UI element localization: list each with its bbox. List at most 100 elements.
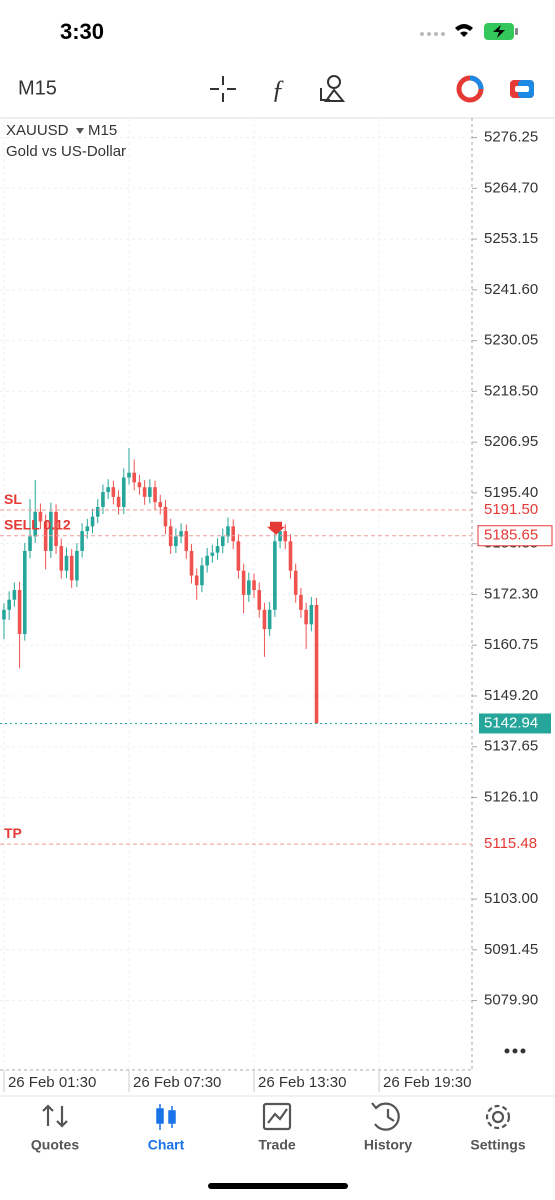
account-icon-part (469, 75, 484, 90)
candle-body (142, 487, 147, 497)
candle-body (111, 487, 116, 497)
candle-body (33, 511, 38, 537)
tab-label[interactable]: Settings (470, 1137, 525, 1153)
candle-body (179, 531, 183, 537)
y-tick-label: 5103.00 (484, 890, 538, 907)
order-price-box (478, 500, 552, 521)
candle-body (22, 550, 27, 634)
order-price-label: 5115.48 (484, 835, 537, 852)
order-label: SL (4, 491, 22, 507)
objects-icon[interactable] (320, 75, 346, 102)
y-tick-label: 5091.45 (484, 941, 538, 958)
candle-body (288, 541, 293, 571)
sell-marker (267, 521, 285, 535)
crosshair-icon[interactable] (210, 76, 236, 102)
y-tick-label: 5126.10 (484, 788, 538, 805)
candle-body (137, 482, 142, 488)
chart-icon (156, 1104, 176, 1130)
y-tick-label: 5149.20 (484, 687, 538, 704)
candle-body (200, 565, 204, 586)
grid: 26 Feb 01:30 26 Feb 07:30 26 Feb 13:30 26 F… (0, 118, 472, 1092)
tab-label[interactable]: Chart (148, 1137, 185, 1153)
tab-label[interactable]: Trade (258, 1137, 296, 1153)
tab-bar: Quotes Chart Trade History Settings (31, 1137, 526, 1153)
order-price-label: 5191.50 (484, 501, 538, 518)
candle-body (163, 506, 168, 527)
price-axis: 5276.25 5264.70 5253.15 5241.60 5230.05 5218.… (472, 129, 553, 1009)
candle-body (189, 550, 194, 576)
last-price-label: 5142.94 (484, 714, 538, 731)
candle-body (158, 502, 163, 507)
settings-icon (485, 1104, 511, 1130)
candle-body (293, 570, 298, 595)
symbol: XAUUSD (6, 122, 69, 139)
trade-tab-icon (262, 1102, 292, 1131)
y-tick-label: 5137.65 (484, 738, 538, 755)
status-time: 3:30 (60, 19, 104, 44)
candle-body (231, 526, 235, 542)
charging-icon (493, 25, 505, 38)
y-tick-label: 5253.15 (484, 230, 538, 247)
signal-dots (420, 32, 445, 36)
y-tick-label: 5264.70 (484, 179, 538, 196)
candle-body (194, 575, 199, 586)
history-icon (371, 1102, 400, 1131)
y-tick-label: 5276.25 (484, 129, 538, 146)
candle-body (236, 541, 241, 571)
candle-body (304, 609, 308, 625)
candle-body (95, 506, 100, 517)
candle-body (257, 590, 262, 610)
candle-body (220, 536, 225, 547)
candle-body (309, 604, 314, 625)
candle-body (127, 472, 131, 478)
candle-body (85, 526, 90, 532)
order-price-box (477, 525, 553, 547)
quotes-icon (42, 1104, 68, 1128)
candle-body (252, 580, 256, 591)
candle-body (174, 536, 178, 547)
candle-body (121, 477, 126, 507)
candle-body (148, 487, 152, 497)
candle-body (262, 609, 267, 630)
tab-label[interactable]: Quotes (31, 1137, 79, 1153)
indicators-icon[interactable]: ƒ (272, 75, 285, 104)
y-tick-label: 5230.05 (484, 332, 538, 349)
chart-timeframe: M15 (88, 122, 117, 139)
candle-body (49, 511, 53, 551)
candle-body (54, 511, 58, 547)
tab-label[interactable]: History (364, 1137, 412, 1153)
candle-body (210, 552, 215, 556)
more-button[interactable] (504, 1048, 526, 1054)
y-tick-label: 5218.50 (484, 382, 538, 399)
x-tick-label: 26 Feb 01:30 (8, 1074, 96, 1091)
candle-body (38, 511, 43, 522)
candle-body (215, 546, 220, 553)
toolbar-timeframe[interactable]: M15 (18, 77, 57, 99)
candle-body (205, 555, 209, 566)
candle-body (153, 487, 157, 503)
candle-body (69, 555, 74, 581)
symbol-description: Gold vs US-Dollar (6, 143, 126, 160)
home-indicator (208, 1183, 348, 1189)
last-price-box (479, 713, 551, 734)
candle-body (314, 604, 319, 724)
battery-tip (515, 28, 518, 35)
candle-body (12, 590, 17, 600)
x-tick-label: 26 Feb 07:30 (133, 1074, 221, 1091)
candle-body (132, 472, 137, 483)
candle-body (106, 487, 110, 493)
candle-body (226, 526, 230, 537)
candle-body (59, 546, 64, 571)
order-label: SELL 0.12 (4, 516, 71, 532)
symbol-dropdown[interactable] (76, 128, 84, 134)
candle-body (101, 492, 105, 507)
candle-body (28, 536, 32, 551)
candle-body (2, 609, 6, 620)
x-tick-label: 26 Feb 13:30 (258, 1074, 346, 1091)
trade-icon-inner (515, 86, 529, 92)
order-price-label: 5185.65 (484, 527, 538, 544)
order-price-box (478, 834, 552, 855)
